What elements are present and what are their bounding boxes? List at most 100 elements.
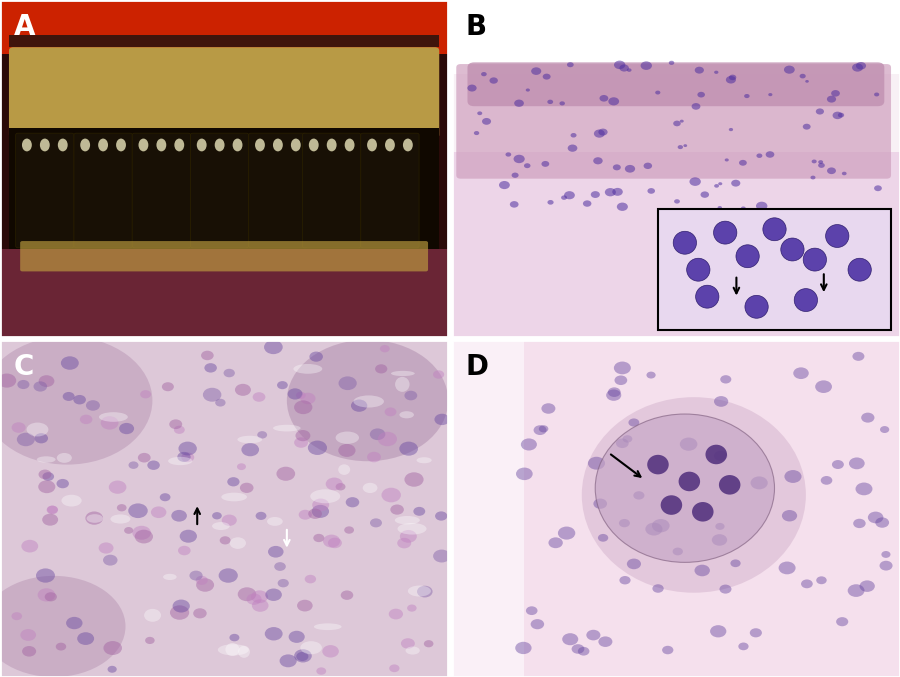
Circle shape <box>827 167 836 174</box>
Circle shape <box>117 504 127 511</box>
Circle shape <box>12 612 22 620</box>
Circle shape <box>21 629 36 641</box>
Circle shape <box>614 61 626 69</box>
Circle shape <box>499 181 509 189</box>
Circle shape <box>832 112 842 119</box>
Circle shape <box>616 439 629 448</box>
Circle shape <box>531 619 544 629</box>
FancyBboxPatch shape <box>452 340 524 677</box>
Circle shape <box>375 364 387 374</box>
Ellipse shape <box>287 340 448 461</box>
Circle shape <box>860 580 875 592</box>
Circle shape <box>672 548 683 555</box>
Circle shape <box>467 85 477 91</box>
Circle shape <box>107 665 117 673</box>
Circle shape <box>178 546 191 555</box>
Circle shape <box>196 578 214 592</box>
Ellipse shape <box>273 139 283 152</box>
Circle shape <box>626 68 632 72</box>
Circle shape <box>619 64 629 72</box>
Circle shape <box>268 546 284 558</box>
Ellipse shape <box>58 139 68 152</box>
Circle shape <box>628 418 639 427</box>
Circle shape <box>861 413 875 422</box>
Circle shape <box>646 372 656 378</box>
Ellipse shape <box>714 221 737 244</box>
Circle shape <box>212 512 221 519</box>
Circle shape <box>171 510 187 522</box>
Ellipse shape <box>310 489 340 503</box>
Circle shape <box>695 67 704 74</box>
Circle shape <box>542 403 555 414</box>
Circle shape <box>590 191 600 198</box>
Ellipse shape <box>80 139 90 152</box>
Circle shape <box>39 375 54 387</box>
Circle shape <box>265 627 283 640</box>
FancyBboxPatch shape <box>658 209 891 330</box>
Circle shape <box>288 389 302 399</box>
Circle shape <box>815 380 832 393</box>
Circle shape <box>526 607 537 615</box>
Circle shape <box>608 97 619 106</box>
FancyBboxPatch shape <box>452 0 900 74</box>
Circle shape <box>276 466 295 481</box>
Circle shape <box>683 144 688 147</box>
Circle shape <box>101 416 119 430</box>
Ellipse shape <box>163 574 176 580</box>
FancyBboxPatch shape <box>452 152 900 337</box>
Ellipse shape <box>215 139 225 152</box>
Circle shape <box>710 625 726 638</box>
FancyBboxPatch shape <box>74 133 132 248</box>
Circle shape <box>853 519 866 528</box>
Circle shape <box>256 512 266 520</box>
Ellipse shape <box>336 431 359 444</box>
Circle shape <box>515 642 532 654</box>
Circle shape <box>202 388 221 401</box>
Ellipse shape <box>225 643 239 656</box>
Circle shape <box>407 605 417 611</box>
Ellipse shape <box>309 139 319 152</box>
Circle shape <box>264 340 283 354</box>
Circle shape <box>769 93 772 96</box>
Circle shape <box>103 554 118 565</box>
Circle shape <box>181 452 194 462</box>
Circle shape <box>38 480 56 493</box>
Circle shape <box>811 175 815 179</box>
Circle shape <box>516 468 533 480</box>
Circle shape <box>583 200 591 206</box>
Circle shape <box>716 523 724 530</box>
Circle shape <box>400 638 415 649</box>
Circle shape <box>151 506 166 518</box>
Ellipse shape <box>111 515 130 523</box>
FancyBboxPatch shape <box>456 64 891 179</box>
Circle shape <box>370 519 382 527</box>
FancyBboxPatch shape <box>15 133 74 248</box>
Circle shape <box>204 363 217 372</box>
Circle shape <box>42 472 54 481</box>
Circle shape <box>237 463 246 470</box>
Circle shape <box>647 188 655 194</box>
Circle shape <box>766 151 774 158</box>
Circle shape <box>280 655 297 668</box>
Circle shape <box>534 425 546 435</box>
Text: C: C <box>14 353 34 381</box>
Circle shape <box>619 519 630 527</box>
Ellipse shape <box>825 225 849 248</box>
FancyBboxPatch shape <box>9 128 439 256</box>
Circle shape <box>751 477 768 489</box>
Circle shape <box>720 375 732 384</box>
Ellipse shape <box>367 139 377 152</box>
FancyBboxPatch shape <box>9 35 439 47</box>
Circle shape <box>881 551 890 558</box>
Circle shape <box>104 641 122 655</box>
Circle shape <box>572 645 584 654</box>
Ellipse shape <box>238 646 250 658</box>
Circle shape <box>821 476 833 485</box>
Circle shape <box>308 508 322 519</box>
Circle shape <box>543 74 551 80</box>
Circle shape <box>135 529 153 544</box>
FancyBboxPatch shape <box>0 340 448 677</box>
Circle shape <box>724 158 729 162</box>
Circle shape <box>160 494 170 501</box>
Circle shape <box>731 179 741 187</box>
